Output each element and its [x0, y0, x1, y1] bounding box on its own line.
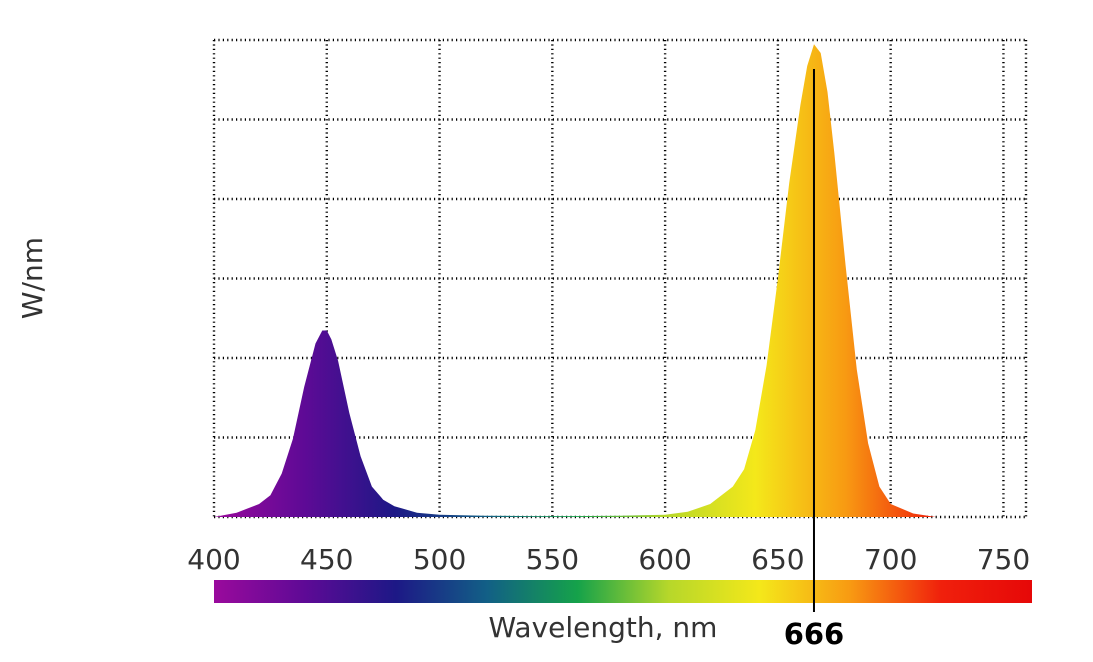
- x-tick-label: 650: [751, 543, 804, 576]
- wavelength-spectrum-bar: [214, 580, 1032, 603]
- x-tick-label: 750: [977, 543, 1030, 576]
- x-axis-title: Wavelength, nm: [489, 611, 718, 644]
- x-tick-label: 400: [187, 543, 240, 576]
- x-tick-label: 700: [864, 543, 917, 576]
- plot-area: [214, 44, 936, 518]
- x-axis-ticks: 400 450 500 550 600 650 700 750: [187, 543, 1030, 576]
- y-axis-title: W/nm: [16, 237, 49, 319]
- spectrum-area: [214, 44, 936, 518]
- peak-marker-label: 666: [784, 617, 845, 651]
- x-tick-label: 450: [300, 543, 353, 576]
- x-tick-label: 550: [526, 543, 579, 576]
- x-tick-label: 500: [413, 543, 466, 576]
- x-tick-label: 600: [638, 543, 691, 576]
